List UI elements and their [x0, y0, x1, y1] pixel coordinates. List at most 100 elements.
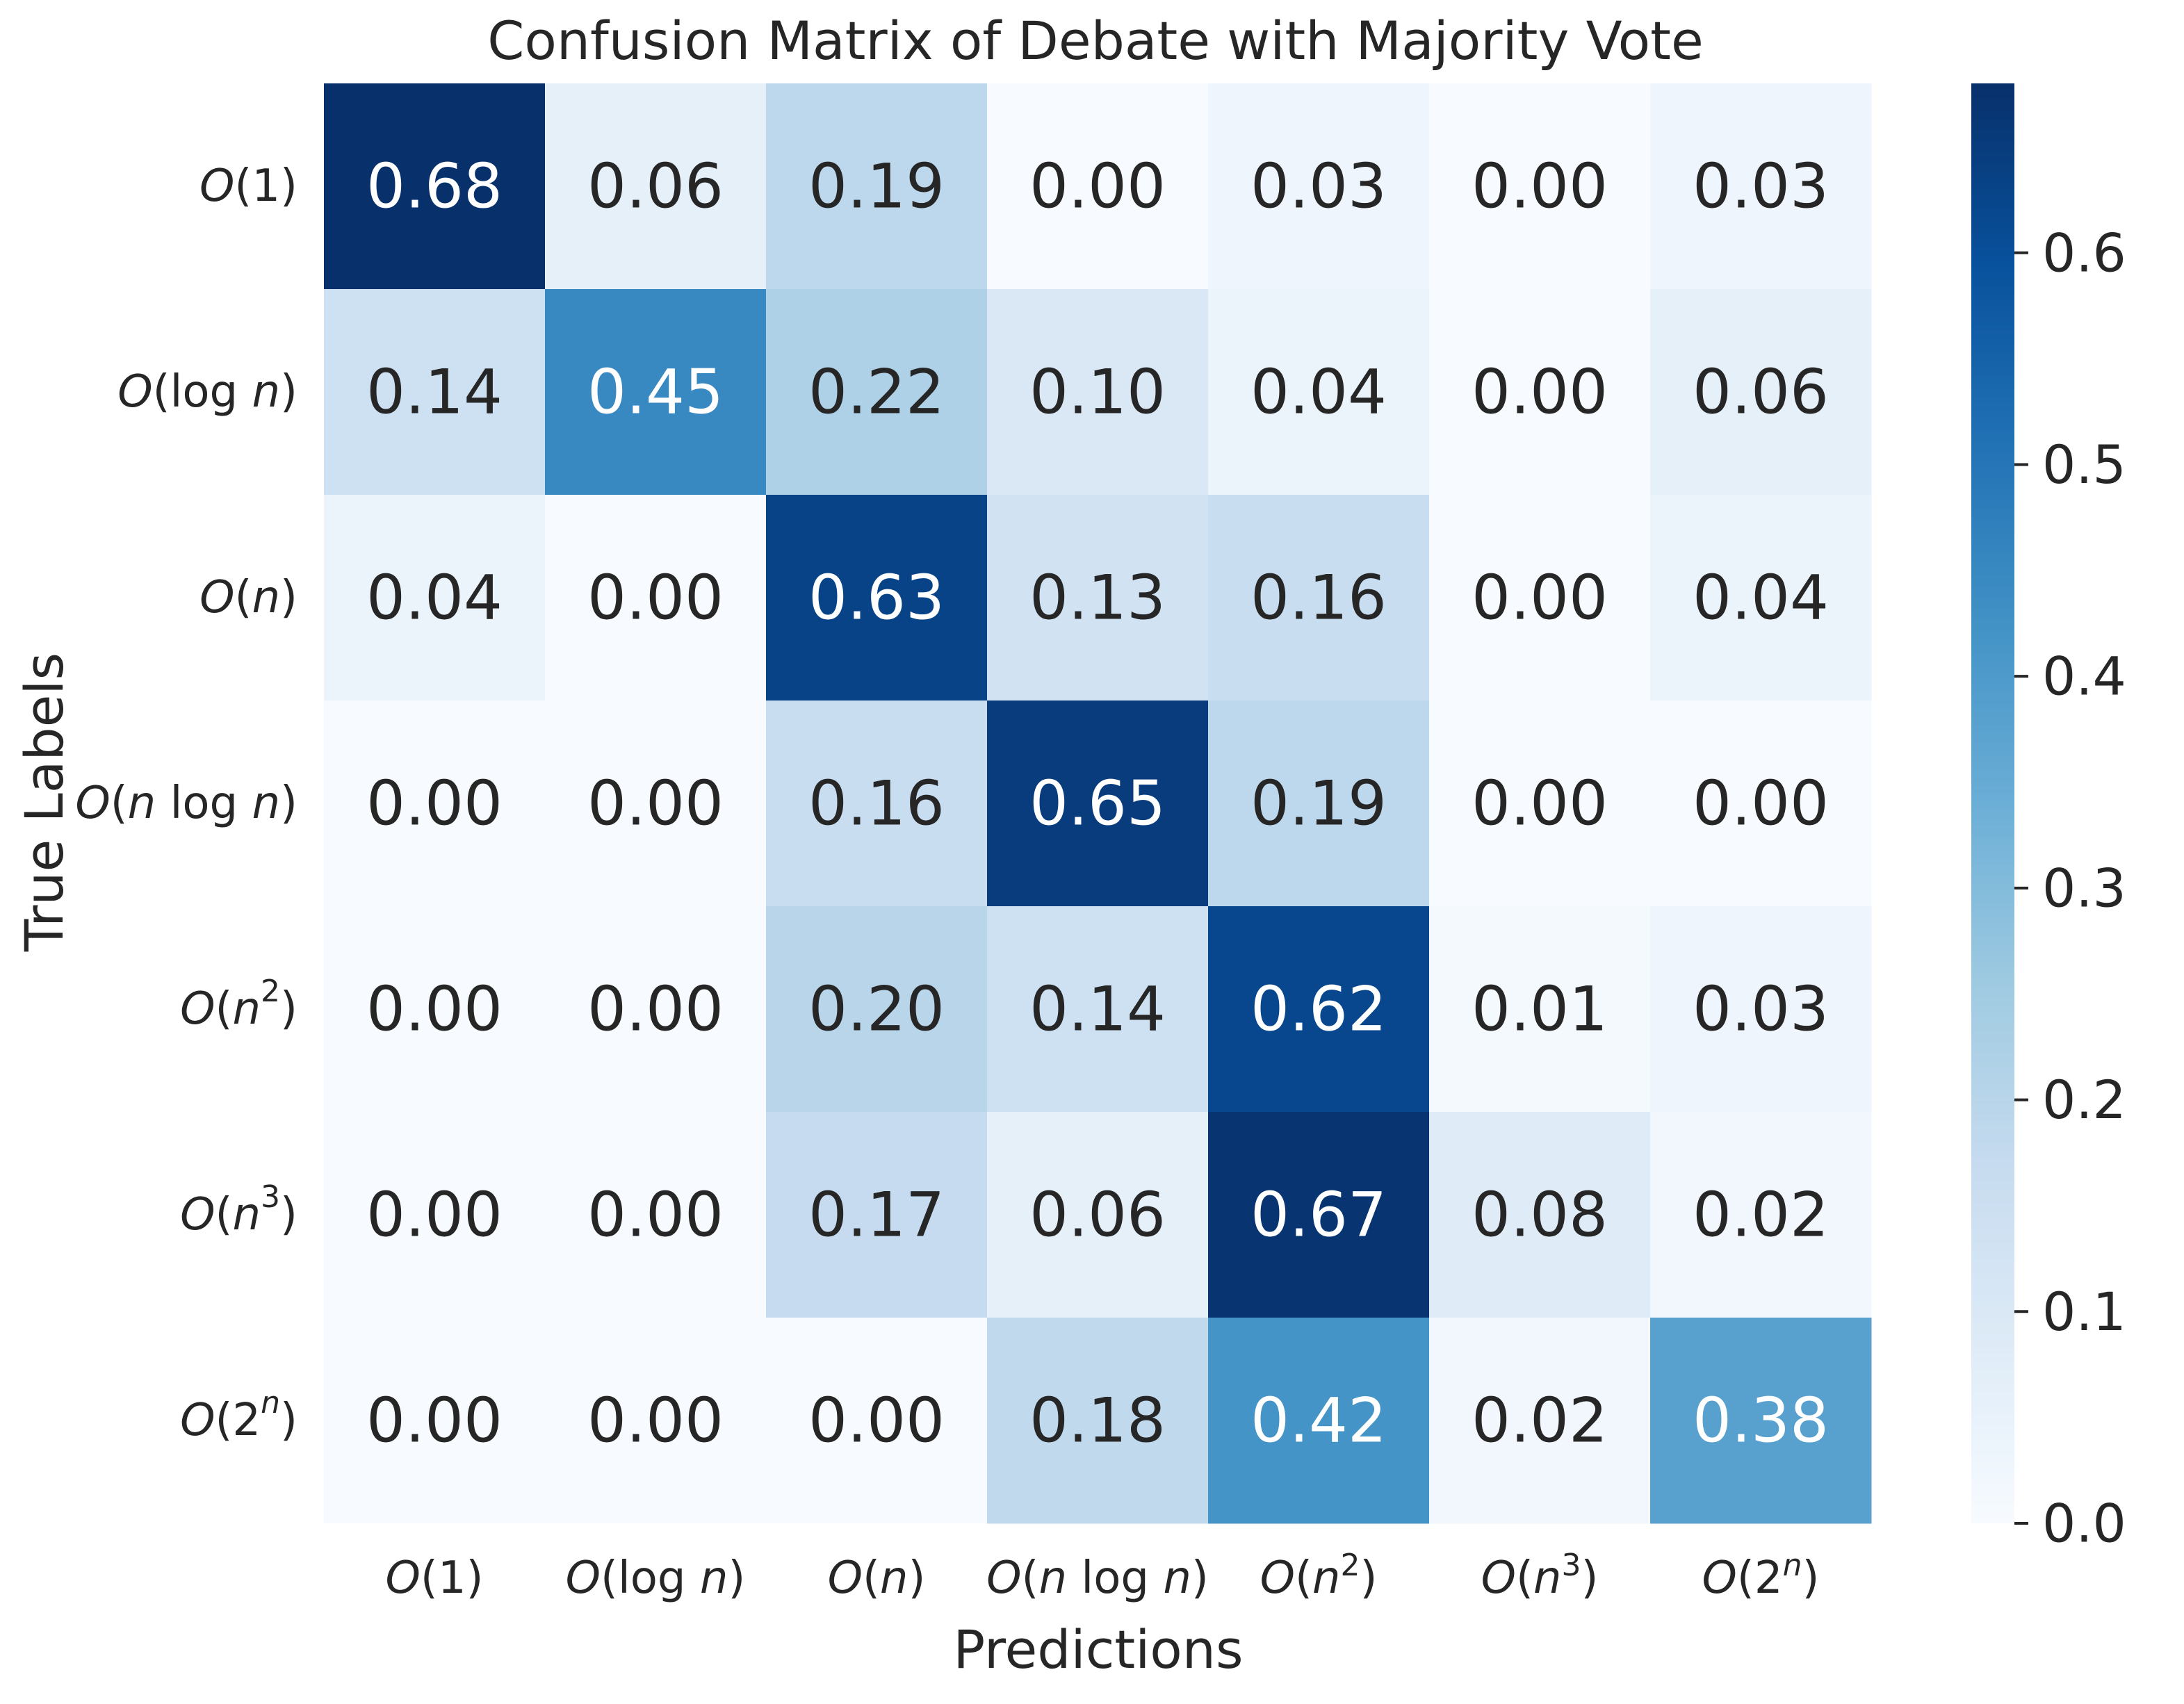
cell-value-label: 0.03: [1250, 151, 1387, 222]
y-tick-label-o-2n: O(2n): [180, 1385, 298, 1446]
heatmap-cell: [324, 1112, 546, 1318]
heatmap-cell: [1429, 906, 1651, 1113]
x-tick-label-o-n3: O(n3): [1481, 1548, 1599, 1605]
colorbar-tick-label: 0.0: [2042, 1493, 2126, 1555]
cell-value-label: 0.10: [1029, 357, 1166, 428]
x-tick-label-o-n: O(n): [828, 1553, 926, 1604]
x-tick-label-o-n-log-n: O(n log n): [986, 1553, 1209, 1604]
cell-value-label: 0.00: [587, 1385, 724, 1457]
cell-value-label: 0.68: [366, 151, 503, 222]
heatmap-cells: 0.68 0.06 0.19 0.00 0.03 0.00 0.03 0.14 0.45 0.22…: [324, 83, 1872, 1524]
heatmap-cell: [987, 289, 1209, 495]
heatmap-cell: [987, 701, 1209, 907]
heatmap-cell: [987, 495, 1209, 701]
cell-value-label: 0.00: [366, 1385, 503, 1457]
cell-value-label: 0.06: [587, 151, 724, 222]
heatmap-cell: [766, 495, 988, 701]
cell-value-label: 0.03: [1693, 151, 1829, 222]
colorbar-gradient: [1971, 83, 2014, 1523]
cell-value-label: 0.00: [1472, 357, 1608, 428]
heatmap-cell: [987, 83, 1209, 290]
cell-value-label: 0.67: [1250, 1179, 1387, 1251]
cell-value-label: 0.63: [808, 562, 945, 634]
colorbar-tick-label: 0.1: [2042, 1281, 2126, 1343]
x-axis-title: Predictions: [953, 1619, 1243, 1680]
heatmap-cell: [1650, 701, 1872, 907]
cell-value-label: 0.06: [1693, 357, 1829, 428]
cell-value-label: 0.00: [1029, 151, 1166, 222]
cell-value-label: 0.06: [1029, 1179, 1166, 1251]
cell-value-label: 0.00: [1472, 151, 1608, 222]
heatmap-cell: [987, 1318, 1209, 1524]
heatmap-cell: [1208, 495, 1430, 701]
cell-value-label: 0.04: [366, 562, 503, 634]
heatmap-cell: [1650, 906, 1872, 1113]
x-tick-labels: O(1) O(log n) O(n) O(n log n) O(n2) O(n3) O(2n…: [385, 1548, 1819, 1605]
y-tick-label-o-1: O(1): [199, 161, 298, 212]
cell-value-label: 0.00: [1693, 768, 1829, 839]
y-axis-title: True Labels: [13, 653, 75, 952]
y-tick-label-o-n3: O(n3): [180, 1179, 298, 1240]
heatmap-cell: [545, 701, 767, 907]
heatmap-cell: [324, 1318, 546, 1524]
heatmap-cell: [987, 906, 1209, 1113]
cell-value-label: 0.04: [1693, 562, 1829, 634]
cell-value-label: 0.22: [808, 357, 945, 428]
x-tick-label-o-1: O(1): [385, 1553, 483, 1604]
cell-value-label: 0.02: [1472, 1385, 1608, 1457]
cell-value-label: 0.16: [808, 768, 945, 839]
colorbar: 0.0 0.1 0.2 0.3 0.4 0.5 0.6: [1971, 83, 2126, 1555]
heatmap-cell: [766, 1112, 988, 1318]
cell-value-label: 0.19: [1250, 768, 1387, 839]
cell-value-label: 0.00: [808, 1385, 945, 1457]
heatmap-cell: [324, 289, 546, 495]
heatmap-cell: [1429, 1318, 1651, 1524]
heatmap-cell: [545, 289, 767, 495]
cell-value-label: 0.00: [1472, 768, 1608, 839]
heatmap-cell: [324, 906, 546, 1113]
heatmap-cell: [766, 906, 988, 1113]
cell-value-label: 0.02: [1693, 1179, 1829, 1251]
colorbar-tick-label: 0.6: [2042, 222, 2126, 284]
heatmap-cell: [1208, 83, 1430, 290]
cell-value-label: 0.38: [1693, 1385, 1829, 1457]
cell-value-label: 0.00: [587, 1179, 724, 1251]
heatmap-cell: [766, 701, 988, 907]
heatmap-cell: [1650, 1318, 1872, 1524]
cell-value-label: 0.65: [1029, 768, 1166, 839]
y-tick-labels: O(1) O(log n) O(n) O(n log n) O(n2) O(n3) O(2n…: [75, 161, 298, 1446]
heatmap-cell: [324, 83, 546, 290]
cell-value-label: 0.62: [1250, 974, 1387, 1045]
heatmap-cell: [1650, 289, 1872, 495]
cell-value-label: 0.17: [808, 1179, 945, 1251]
heatmap-cell: [324, 701, 546, 907]
colorbar-tick-label: 0.3: [2042, 857, 2126, 919]
heatmap-cell: [324, 495, 546, 701]
heatmap-cell: [1208, 1112, 1430, 1318]
cell-value-label: 0.18: [1029, 1385, 1166, 1457]
heatmap-cell: [1650, 495, 1872, 701]
colorbar-tick-label: 0.2: [2042, 1069, 2126, 1131]
heatmap-cell: [766, 289, 988, 495]
cell-value-label: 0.01: [1472, 974, 1608, 1045]
cell-value-label: 0.42: [1250, 1385, 1387, 1457]
heatmap-cell: [545, 906, 767, 1113]
heatmap-cell: [1650, 83, 1872, 290]
cell-value-label: 0.45: [587, 357, 724, 428]
y-tick-label-o-n2: O(n2): [180, 974, 298, 1035]
cell-value-label: 0.13: [1029, 562, 1166, 634]
heatmap-cell: [987, 1112, 1209, 1318]
heatmap-cell: [545, 1112, 767, 1318]
cell-value-label: 0.00: [587, 562, 724, 634]
cell-value-label: 0.00: [1472, 562, 1608, 634]
heatmap-cell: [1429, 701, 1651, 907]
cell-value-label: 0.04: [1250, 357, 1387, 428]
cell-value-label: 0.08: [1472, 1179, 1608, 1251]
x-tick-label-o-log-n: O(log n): [566, 1553, 746, 1604]
cell-value-label: 0.00: [366, 1179, 503, 1251]
cell-value-label: 0.03: [1693, 974, 1829, 1045]
heatmap-cell: [1650, 1112, 1872, 1318]
heatmap-cell: [1429, 289, 1651, 495]
